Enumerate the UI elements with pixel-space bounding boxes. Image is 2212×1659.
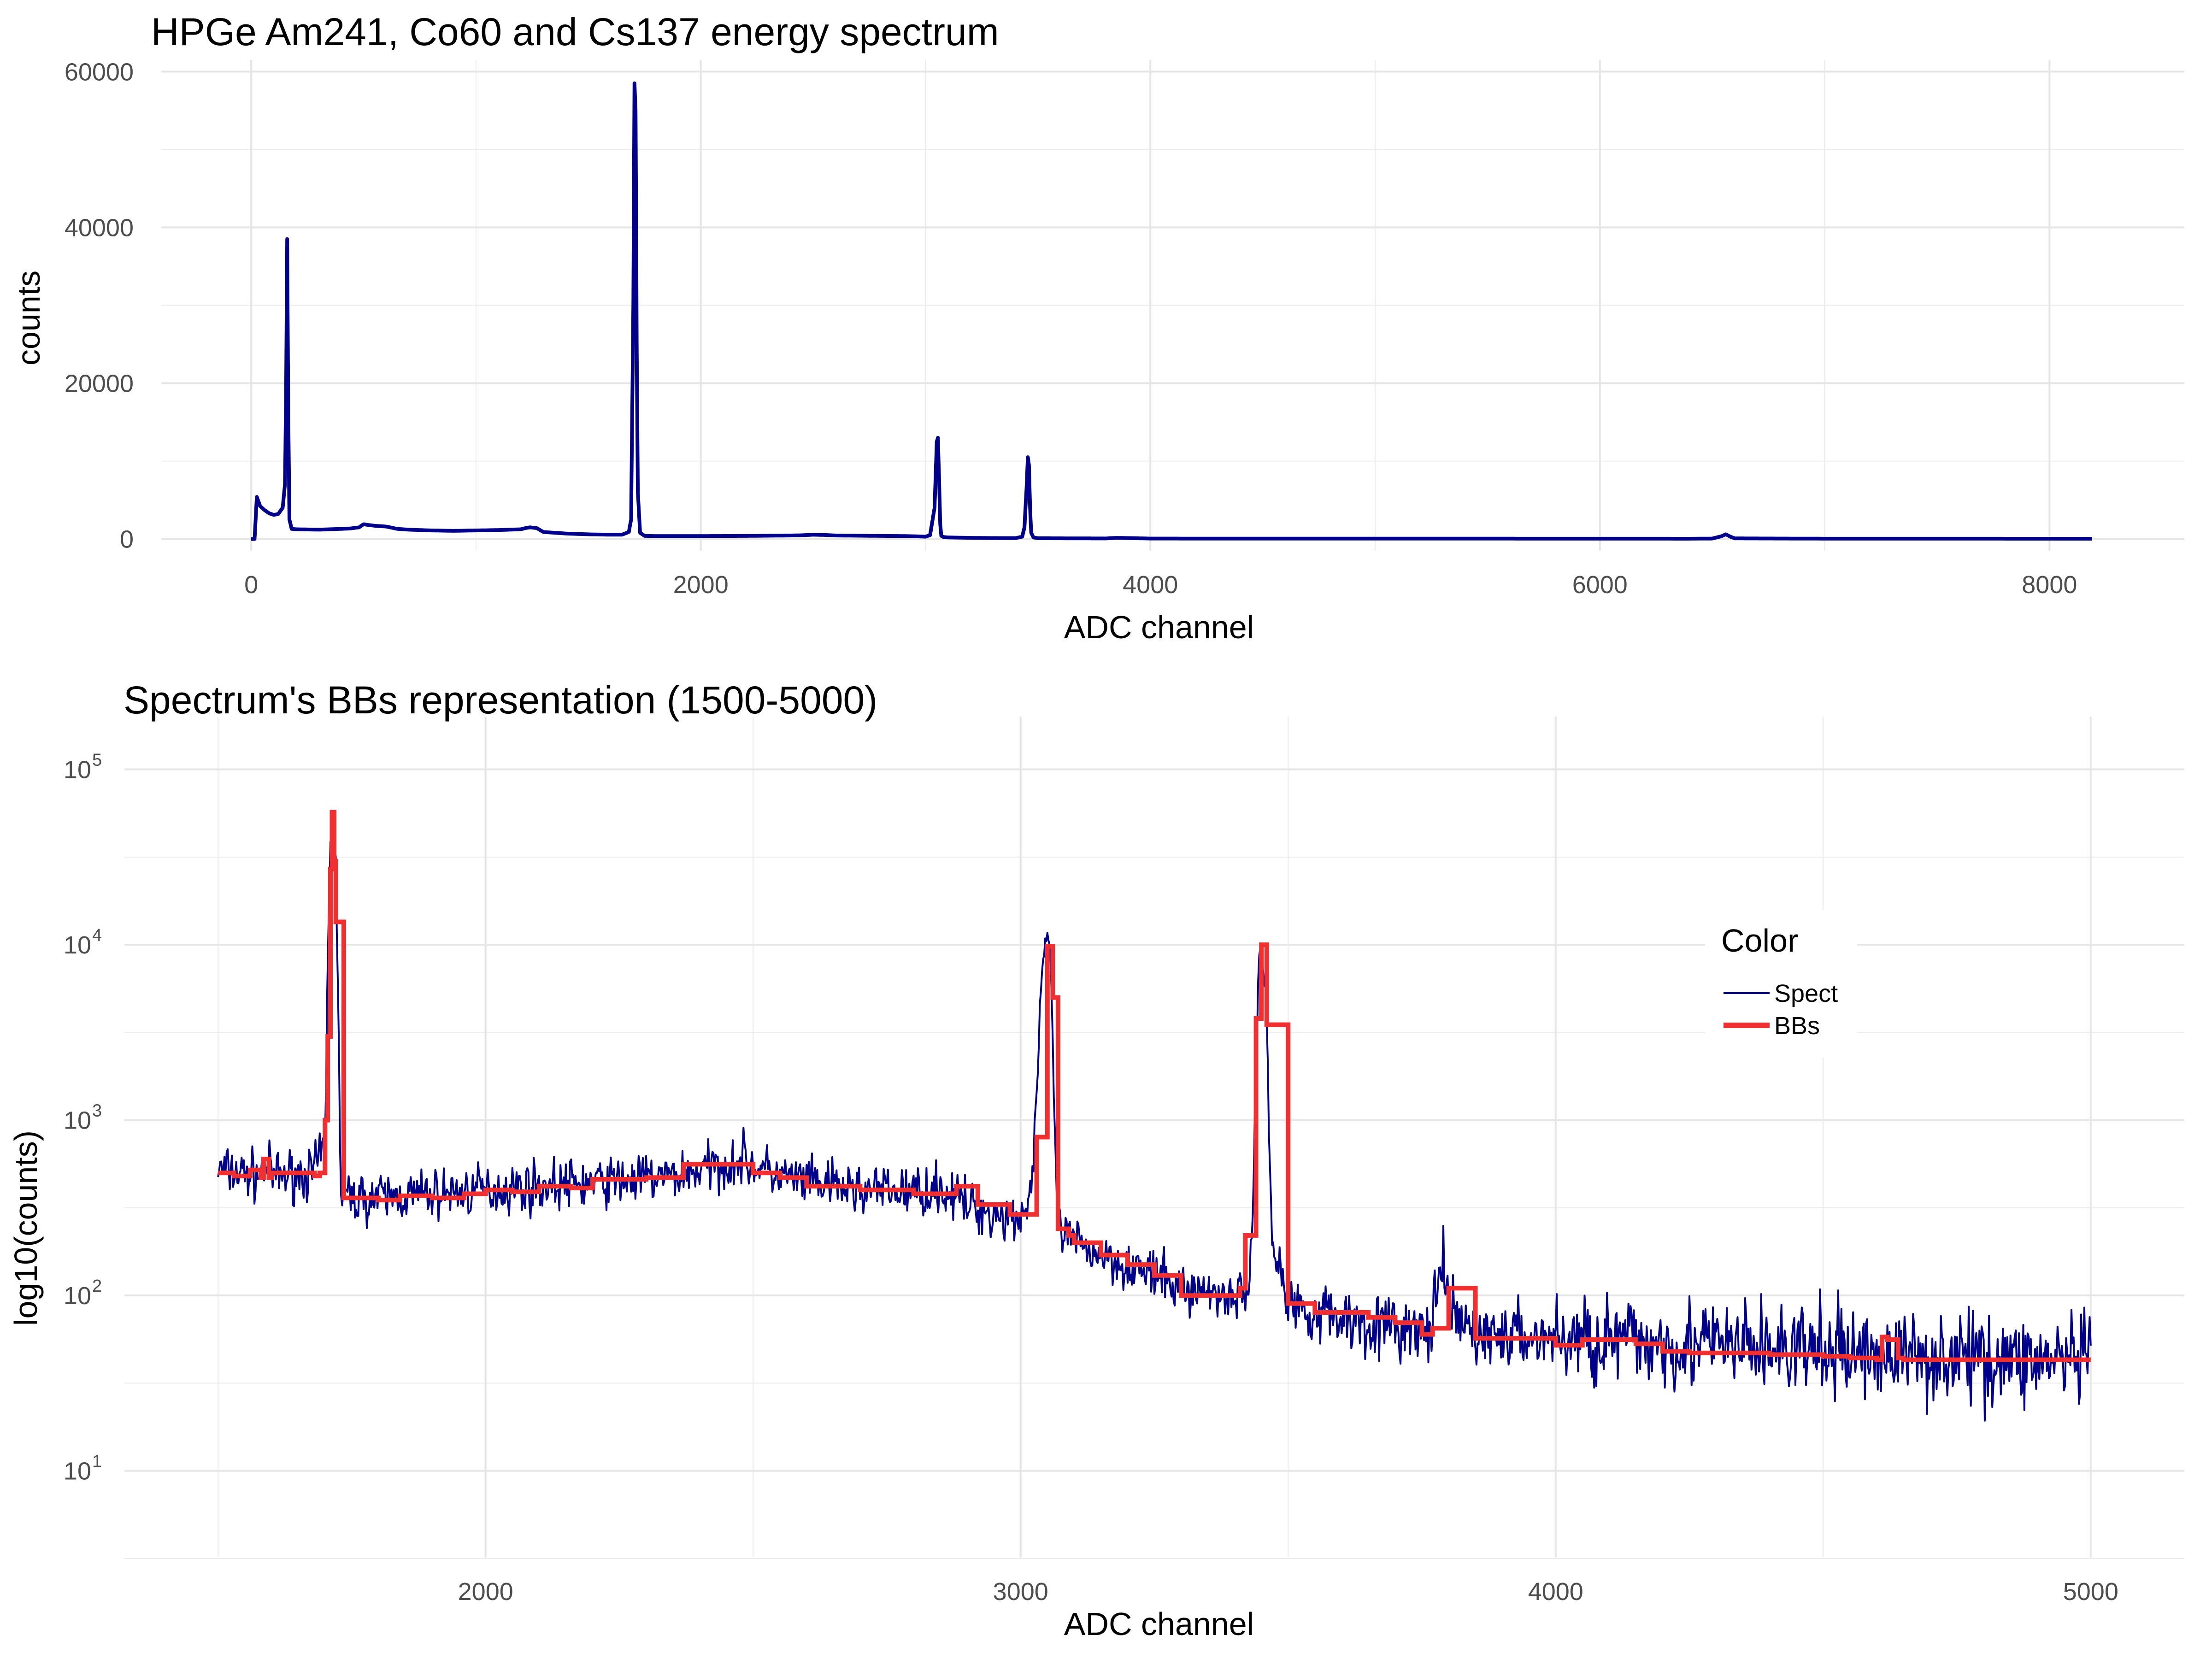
bottom-series (217, 810, 2092, 1422)
top-y-tick-label: 60000 (65, 58, 134, 86)
top-x-tick-label: 0 (244, 571, 258, 599)
top-y-tick-label: 40000 (65, 214, 134, 241)
bottom-x-tick-label: 3000 (993, 1578, 1048, 1606)
bottom-x-tick-labels: 2000 3000 4000 5000 (458, 1578, 2118, 1606)
top-y-tick-label: 0 (120, 526, 134, 553)
top-x-tick-label: 8000 (2022, 571, 2077, 599)
top-x-tick-labels: 0 2000 4000 6000 8000 (244, 571, 2077, 599)
bottom-y-tick-exponent: 4 (92, 926, 102, 945)
top-series (249, 81, 2094, 541)
bottom-panel: Spectrum's BBs representation (1500-5000… (8, 678, 2184, 1642)
top-panel: HPGe Am241, Co60 and Cs137 energy spectr… (11, 10, 2184, 645)
legend: Color Spect BBs (1705, 910, 1857, 1058)
legend-label-bbs: BBs (1774, 1012, 1820, 1040)
bottom-y-tick-label: 10 (64, 756, 91, 784)
top-x-tick-label: 6000 (1572, 571, 1628, 599)
bottom-x-tick-label: 2000 (458, 1578, 513, 1606)
bottom-y-tick-label: 10 (64, 1458, 91, 1485)
top-x-axis-title: ADC channel (1064, 609, 1254, 645)
bottom-y-tick-exponent: 5 (92, 751, 102, 770)
top-x-tick-label: 2000 (673, 571, 729, 599)
legend-background (1705, 910, 1857, 1058)
bottom-chart-title: Spectrum's BBs representation (1500-5000… (124, 678, 877, 722)
top-x-tick-label: 4000 (1123, 571, 1178, 599)
legend-title: Color (1721, 923, 1798, 959)
bottom-y-tick-label: 10 (64, 1282, 91, 1310)
bottom-x-tick-label: 5000 (2063, 1578, 2118, 1606)
bottom-y-tick-exponent: 1 (92, 1452, 102, 1471)
top-spectrum-line (249, 81, 2094, 541)
top-y-tick-labels: 0 20000 40000 60000 (65, 58, 134, 553)
top-y-axis-title: counts (11, 271, 47, 365)
bbs-step-line (218, 810, 2091, 1362)
bottom-y-axis-title: log10(counts) (8, 1130, 44, 1326)
bottom-y-tick-exponent: 2 (92, 1277, 102, 1296)
bottom-y-tick-label: 10 (64, 1107, 91, 1135)
spect-line (217, 820, 2092, 1422)
top-y-tick-label: 20000 (65, 370, 134, 398)
bottom-x-axis-title: ADC channel (1064, 1606, 1254, 1642)
top-chart-title: HPGe Am241, Co60 and Cs137 energy spectr… (151, 10, 999, 53)
bottom-grid (124, 717, 2184, 1559)
bottom-y-tick-label: 10 (64, 931, 91, 959)
bottom-y-tick-exponent: 3 (92, 1101, 102, 1121)
legend-label-spect: Spect (1774, 980, 1838, 1007)
bottom-x-tick-label: 4000 (1528, 1578, 1583, 1606)
top-grid (161, 60, 2184, 551)
